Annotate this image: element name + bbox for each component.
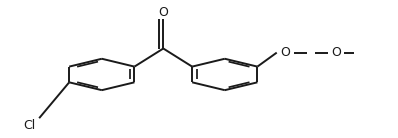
Text: O: O bbox=[158, 6, 168, 19]
Text: O: O bbox=[281, 46, 291, 59]
Text: O: O bbox=[331, 46, 341, 59]
Text: Cl: Cl bbox=[23, 119, 35, 132]
